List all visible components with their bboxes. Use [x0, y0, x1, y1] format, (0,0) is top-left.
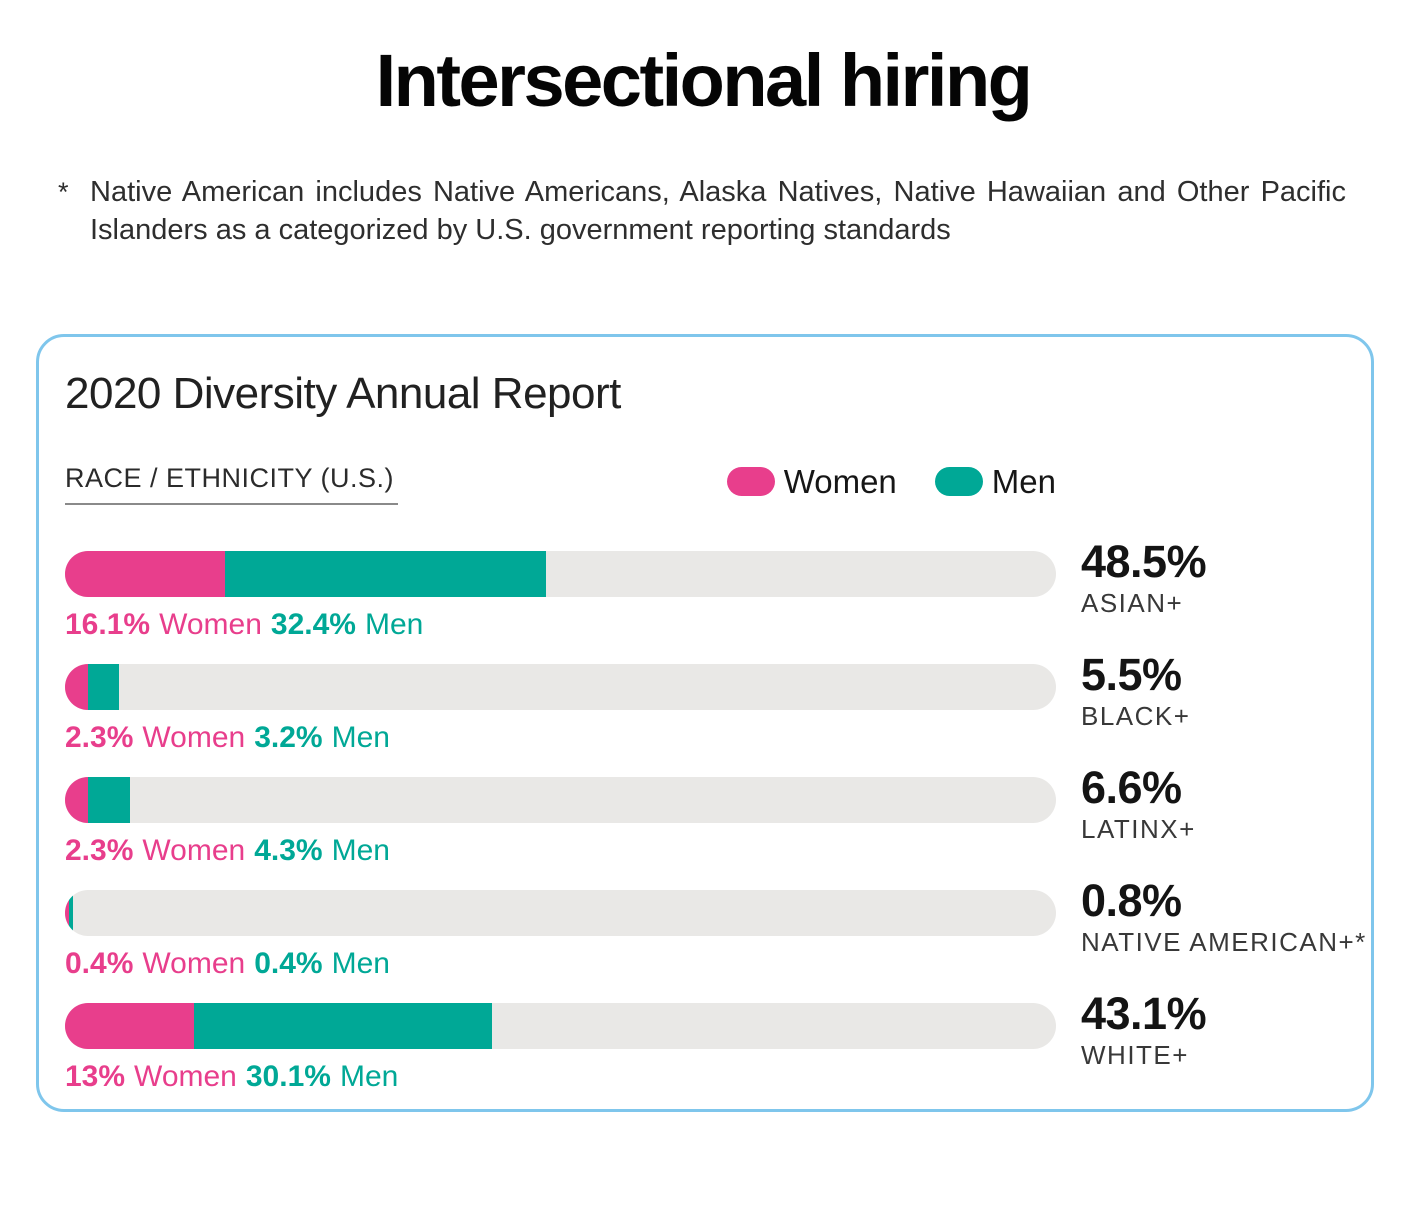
women-percent: 2.3% — [65, 720, 134, 754]
total-percent: 48.5% — [1081, 535, 1207, 587]
category-label: ASIAN+ — [1081, 588, 1184, 619]
bar-segment-women — [65, 550, 225, 597]
category-label: BLACK+ — [1081, 701, 1191, 732]
men-percent: 0.4% — [254, 946, 323, 980]
bar-segment-women — [65, 889, 69, 936]
bar-caption: 2.3% Women 3.2% Men — [65, 721, 1056, 755]
men-percent: 4.3% — [254, 833, 323, 867]
bar-caption: 2.3% Women 4.3% Men — [65, 834, 1056, 868]
bar-row-white: 13% Women 30.1% Men 43.1% WHITE+ — [65, 989, 1356, 1094]
women-percent: 13% — [65, 1059, 126, 1093]
legend-item-men: Men — [934, 462, 1056, 501]
diversity-report-card: 2020 Diversity Annual Report RACE / ETHN… — [36, 333, 1374, 1112]
bar-track-white — [65, 1002, 1056, 1049]
bar-caption: 16.1% Women 32.4% Men — [65, 608, 1056, 642]
bar-segment-men — [68, 889, 73, 936]
category-label: LATINX+ — [1081, 814, 1196, 845]
bar-chart: 16.1% Women 32.4% Men 48.5% ASIAN+ 2.3% — [65, 537, 1367, 1094]
men-color-swatch — [934, 467, 983, 497]
total-percent: 0.8% — [1081, 874, 1182, 926]
men-word: Men — [331, 946, 390, 980]
bar-segment-women — [65, 663, 88, 710]
footnote-text: Native American includes Native American… — [90, 176, 1346, 247]
legend-item-women: Women — [726, 462, 897, 501]
page-title: Intersectional hiring — [375, 39, 1033, 122]
section-header-row: RACE / ETHNICITY (U.S.) Women Men — [65, 463, 1356, 505]
women-word: Women — [159, 607, 262, 641]
men-word: Men — [331, 720, 390, 754]
men-percent: 32.4% — [270, 607, 356, 641]
men-percent: 30.1% — [245, 1059, 331, 1093]
footnote: * Native American includes Native Americ… — [58, 173, 1348, 250]
report-title: 2020 Diversity Annual Report — [65, 368, 621, 418]
category-label: WHITE+ — [1081, 1040, 1189, 1071]
women-word: Women — [142, 946, 246, 980]
bar-segment-men — [87, 776, 131, 823]
bar-row-native-american: 0.4% Women 0.4% Men 0.8% NATIVE AMERICAN… — [65, 876, 1367, 981]
women-word: Women — [142, 833, 246, 867]
women-percent: 16.1% — [65, 607, 151, 641]
bar-caption: 0.4% Women 0.4% Men — [65, 947, 1056, 981]
legend-label-men: Men — [991, 462, 1056, 500]
men-percent: 3.2% — [254, 720, 323, 754]
women-percent: 0.4% — [65, 946, 134, 980]
bar-segment-men — [193, 1002, 493, 1049]
category-label: NATIVE AMERICAN+* — [1081, 927, 1367, 958]
men-word: Men — [339, 1059, 399, 1093]
women-word: Women — [142, 720, 246, 754]
bar-row-asian: 16.1% Women 32.4% Men 48.5% ASIAN+ — [65, 537, 1356, 642]
bar-segment-men — [224, 550, 546, 597]
bar-caption: 13% Women 30.1% Men — [65, 1060, 1056, 1094]
bar-row-black: 2.3% Women 3.2% Men 5.5% BLACK+ — [65, 650, 1356, 755]
total-percent: 43.1% — [1081, 987, 1207, 1039]
bar-track-asian — [65, 550, 1056, 597]
bar-segment-women — [65, 1002, 194, 1049]
bar-segment-men — [87, 663, 120, 710]
women-color-swatch — [726, 467, 775, 497]
footnote-asterisk: * — [58, 177, 69, 207]
bar-track-native-american — [65, 889, 1056, 936]
bar-segment-women — [65, 776, 88, 823]
bar-track-latinx — [65, 776, 1056, 823]
men-word: Men — [364, 607, 424, 641]
legend: Women Men — [726, 462, 1056, 505]
women-percent: 2.3% — [65, 833, 134, 867]
men-word: Men — [331, 833, 390, 867]
bar-row-latinx: 2.3% Women 4.3% Men 6.6% LATINX+ — [65, 763, 1356, 868]
bar-track-black — [65, 663, 1056, 710]
total-percent: 5.5% — [1081, 648, 1182, 700]
total-percent: 6.6% — [1081, 761, 1182, 813]
women-word: Women — [134, 1059, 237, 1093]
legend-label-women: Women — [783, 462, 897, 500]
section-label: RACE / ETHNICITY (U.S.) — [65, 463, 399, 505]
